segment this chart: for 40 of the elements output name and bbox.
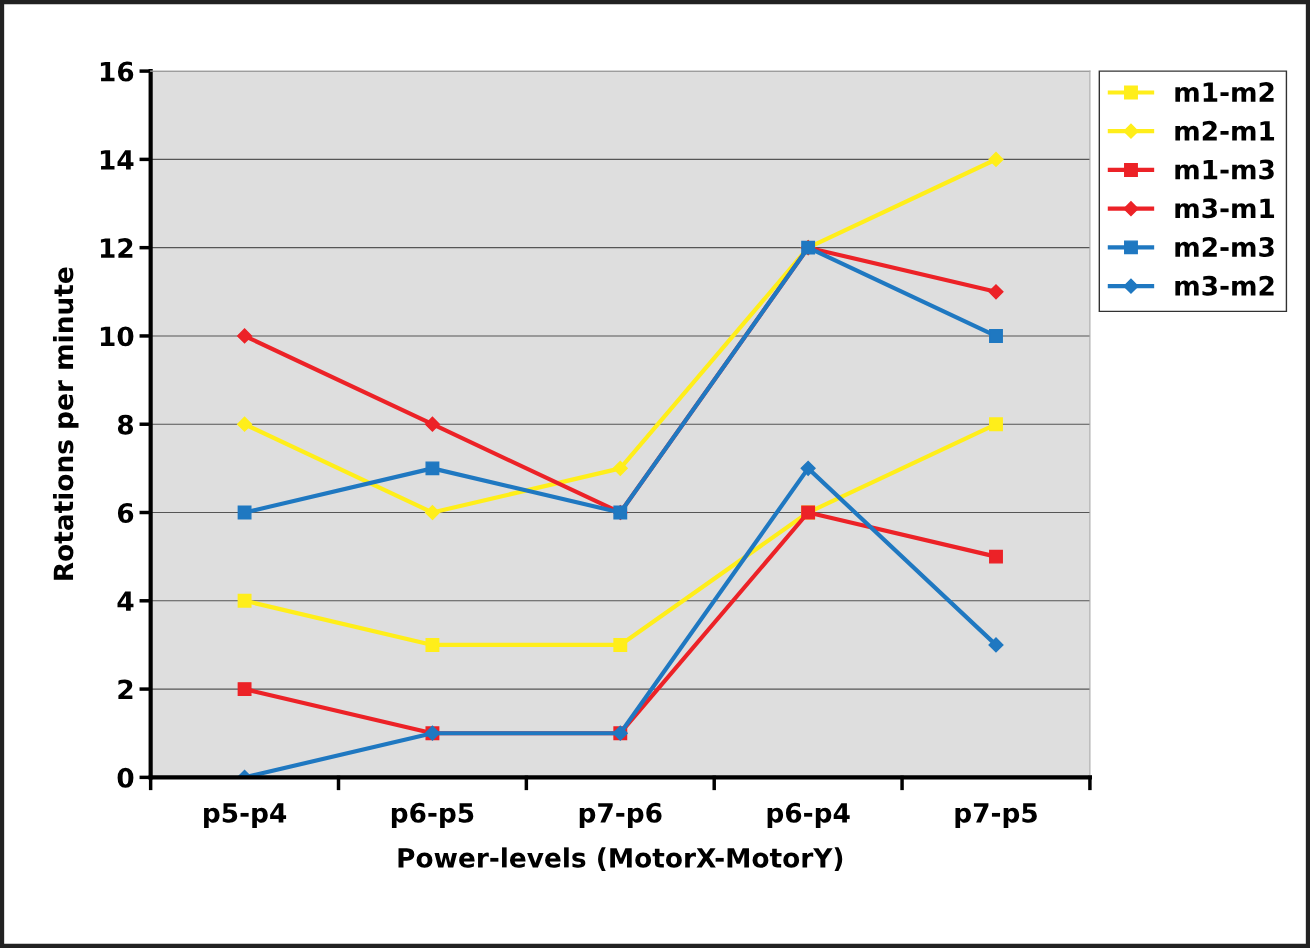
point [613, 637, 628, 652]
point [989, 417, 1003, 432]
point [988, 637, 1004, 653]
x-tick-label: p7-p5 [955, 803, 1037, 828]
point [989, 329, 1003, 343]
point [989, 549, 1003, 564]
y-axis-title: Rotations per minute [52, 267, 79, 580]
point [237, 593, 252, 608]
y-tick-label: 0 [117, 767, 134, 788]
point [988, 151, 1004, 167]
point [425, 637, 440, 652]
x-tick-label: p5-p4 [204, 803, 287, 828]
legend-label: m3-m2 [1175, 275, 1274, 296]
legend-label: m2-m1 [1175, 120, 1275, 141]
point [612, 460, 628, 476]
y-tick-label: 8 [117, 414, 134, 435]
legend-label: m2-m3 [1175, 237, 1274, 258]
point [237, 505, 252, 520]
y-tick-label: 2 [118, 679, 133, 700]
point [424, 504, 441, 521]
point [800, 460, 816, 476]
point [988, 284, 1004, 300]
point [237, 328, 253, 344]
legend-label: m1-m2 [1175, 82, 1274, 102]
point [425, 461, 440, 476]
legend-label: m3-m1 [1175, 198, 1275, 219]
y-tick-label: 12 [100, 238, 133, 258]
point [237, 416, 253, 432]
legend-label: m1-m3 [1175, 159, 1274, 180]
y-tick-label: 6 [117, 502, 134, 523]
y-tick-label: 16 [100, 61, 134, 82]
x-tick-label: p6-p4 [767, 802, 850, 828]
y-tick-label: 4 [117, 591, 134, 611]
point [424, 416, 441, 432]
y-tick-label: 10 [100, 326, 134, 347]
x-tick-label: p6-p5 [391, 802, 474, 828]
x-tick-label: p7-p6 [579, 802, 662, 828]
y-tick-label: 14 [100, 150, 134, 170]
x-axis-title: Power-levels (MotorX-MotorY) [398, 847, 843, 871]
point [237, 682, 252, 697]
